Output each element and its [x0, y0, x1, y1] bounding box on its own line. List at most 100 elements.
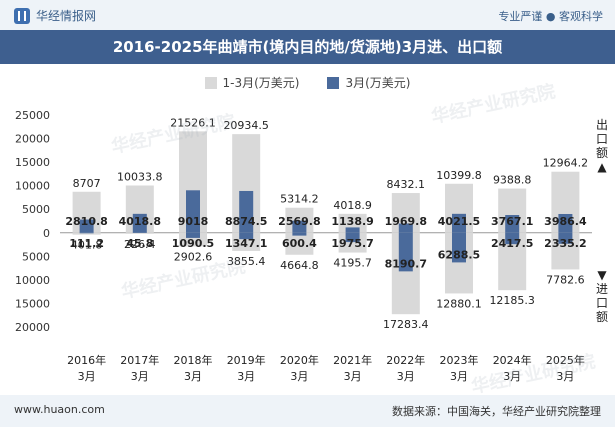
- import-ytd-label: 12880.1: [436, 297, 482, 310]
- import-month-bar: [79, 232, 94, 234]
- export-month-label: 1969.8: [385, 215, 427, 228]
- export-ytd-label: 10399.8: [436, 169, 482, 182]
- import-month-label: 45.8: [126, 237, 153, 250]
- import-month-label: 1975.7: [331, 237, 373, 250]
- import-side-text: 进口额: [595, 282, 608, 324]
- export-month-bar: [186, 190, 200, 233]
- legend-label-month: 3月(万美元): [345, 76, 411, 90]
- legend-item-ytd: 1-3月(万美元): [204, 74, 299, 91]
- import-ytd-bar: [72, 232, 101, 235]
- x-tick-label: 3月: [556, 370, 574, 383]
- import-month-bar: [505, 232, 520, 245]
- x-tick-label: 2025年: [546, 353, 585, 367]
- export-month-label: 9018: [178, 215, 209, 228]
- import-month-bar: [239, 232, 254, 240]
- y-tick-label: 15000: [15, 297, 50, 310]
- y-tick-label: 10000: [15, 274, 50, 287]
- export-month-label: 4021.5: [438, 215, 480, 228]
- import-ytd-label: 17283.4: [383, 318, 429, 331]
- x-tick-label: 2016年: [67, 353, 106, 367]
- legend: 1-3月(万美元) 3月(万美元): [0, 74, 615, 91]
- export-ytd-label: 9388.8: [493, 174, 532, 187]
- x-tick-label: 3月: [184, 370, 202, 383]
- export-side-label: 出口额 ▲: [595, 118, 609, 174]
- chart-plot: 25000 20000 15000 10000 5000 0 5000 10000 15000 2…: [15, 109, 592, 383]
- import-month-label: 111.2: [69, 237, 104, 250]
- brand-name: 华经情报网: [36, 9, 97, 23]
- tagline: 专业严谨 ● 客观科学: [498, 10, 603, 23]
- import-ytd-bar: [125, 232, 154, 234]
- x-tick-label: 3月: [290, 370, 308, 383]
- x-tick-label: 3月: [503, 370, 521, 383]
- chart-title: 2016-2025年曲靖市(境内目的地/货源地)3月进、出口额: [112, 38, 503, 56]
- export-month-label: 3767.1: [491, 215, 533, 228]
- export-month-bar: [132, 213, 147, 233]
- title-bar: 2016-2025年曲靖市(境内目的地/货源地)3月进、出口额: [0, 30, 615, 64]
- x-tick-label: 3月: [237, 370, 255, 383]
- export-month-bar: [292, 220, 307, 233]
- export-ytd-label: 12964.2: [543, 157, 589, 170]
- export-ytd-label: 20934.5: [223, 119, 269, 132]
- y-tick-label: 5000: [22, 250, 50, 263]
- export-month-bar: [452, 213, 466, 233]
- export-month-label: 4018.8: [119, 215, 161, 228]
- import-ytd-label: 4195.7: [333, 257, 372, 270]
- x-tick-label: 2019年: [227, 353, 266, 367]
- import-month-label: 6288.5: [438, 248, 480, 261]
- import-ytd-label: 401.8: [71, 239, 103, 252]
- import-ytd-label: 226.4: [124, 238, 156, 251]
- legend-swatch-month: [327, 76, 340, 89]
- export-ytd-label: 10033.8: [117, 171, 163, 184]
- import-side-label: ▼ 进口额: [595, 268, 609, 324]
- import-month-label: 2335.2: [544, 237, 586, 250]
- footer: www.huaon.com 数据来源：中国海关，华经产业研究院整理: [0, 395, 615, 427]
- export-month-label: 1138.9: [331, 215, 373, 228]
- export-month-bar: [239, 190, 254, 233]
- import-ytd-bar: [285, 232, 314, 255]
- import-month-label: 8190.7: [385, 257, 427, 270]
- x-tick-label: 2017年: [120, 353, 159, 367]
- export-month-label: 8874.5: [225, 215, 267, 228]
- website-link[interactable]: www.huaon.com: [14, 403, 105, 416]
- import-month-bar: [452, 232, 466, 263]
- y-tick-label: 0: [43, 227, 50, 240]
- y-tick-label: 10000: [15, 180, 50, 193]
- y-tick-label: 5000: [22, 203, 50, 216]
- y-tick-label: 20000: [15, 133, 50, 146]
- x-tick-label: 2023年: [440, 353, 479, 367]
- data-source: 数据来源：中国海关，华经产业研究院整理: [392, 405, 601, 418]
- x-tick-label: 3月: [344, 370, 362, 383]
- x-tick-label: 2020年: [280, 353, 319, 367]
- export-side-text: 出口额: [595, 118, 608, 160]
- export-ytd-label: 5314.2: [280, 193, 319, 206]
- import-month-label: 600.4: [282, 237, 317, 250]
- import-ytd-label: 12185.3: [489, 294, 535, 307]
- x-tick-label: 2018年: [174, 353, 213, 367]
- export-month-label: 2810.8: [65, 215, 107, 228]
- import-ytd-label: 3855.4: [227, 255, 266, 268]
- export-ytd-label: 21526.1: [170, 116, 216, 129]
- logo-icon: [14, 7, 30, 24]
- export-month-bar: [345, 227, 360, 233]
- export-month-bar: [79, 219, 94, 233]
- export-ytd-label: 8707: [73, 177, 101, 190]
- x-tick-label: 3月: [131, 370, 149, 383]
- import-ytd-label: 2902.6: [174, 250, 213, 263]
- legend-swatch-ytd: [204, 76, 217, 89]
- export-month-label: 3986.4: [544, 215, 587, 228]
- export-ytd-label: 4018.9: [333, 199, 372, 212]
- top-bar: 华经情报网 专业严谨 ● 客观科学: [0, 0, 615, 30]
- up-arrow-icon: ▲: [597, 160, 607, 174]
- import-month-bar: [398, 232, 413, 272]
- x-tick-label: 2021年: [333, 353, 372, 367]
- import-month-bar: [292, 232, 307, 236]
- import-ytd-label: 7782.6: [546, 273, 585, 286]
- x-tick-label: 2024年: [493, 353, 532, 367]
- import-month-bar: [186, 232, 200, 238]
- y-tick-label: 20000: [15, 321, 50, 334]
- x-tick-label: 3月: [78, 370, 96, 383]
- import-month-bar: [345, 232, 360, 243]
- export-month-bar: [398, 223, 413, 233]
- import-ytd-label: 4664.8: [280, 259, 319, 272]
- import-month-label: 1347.1: [225, 237, 267, 250]
